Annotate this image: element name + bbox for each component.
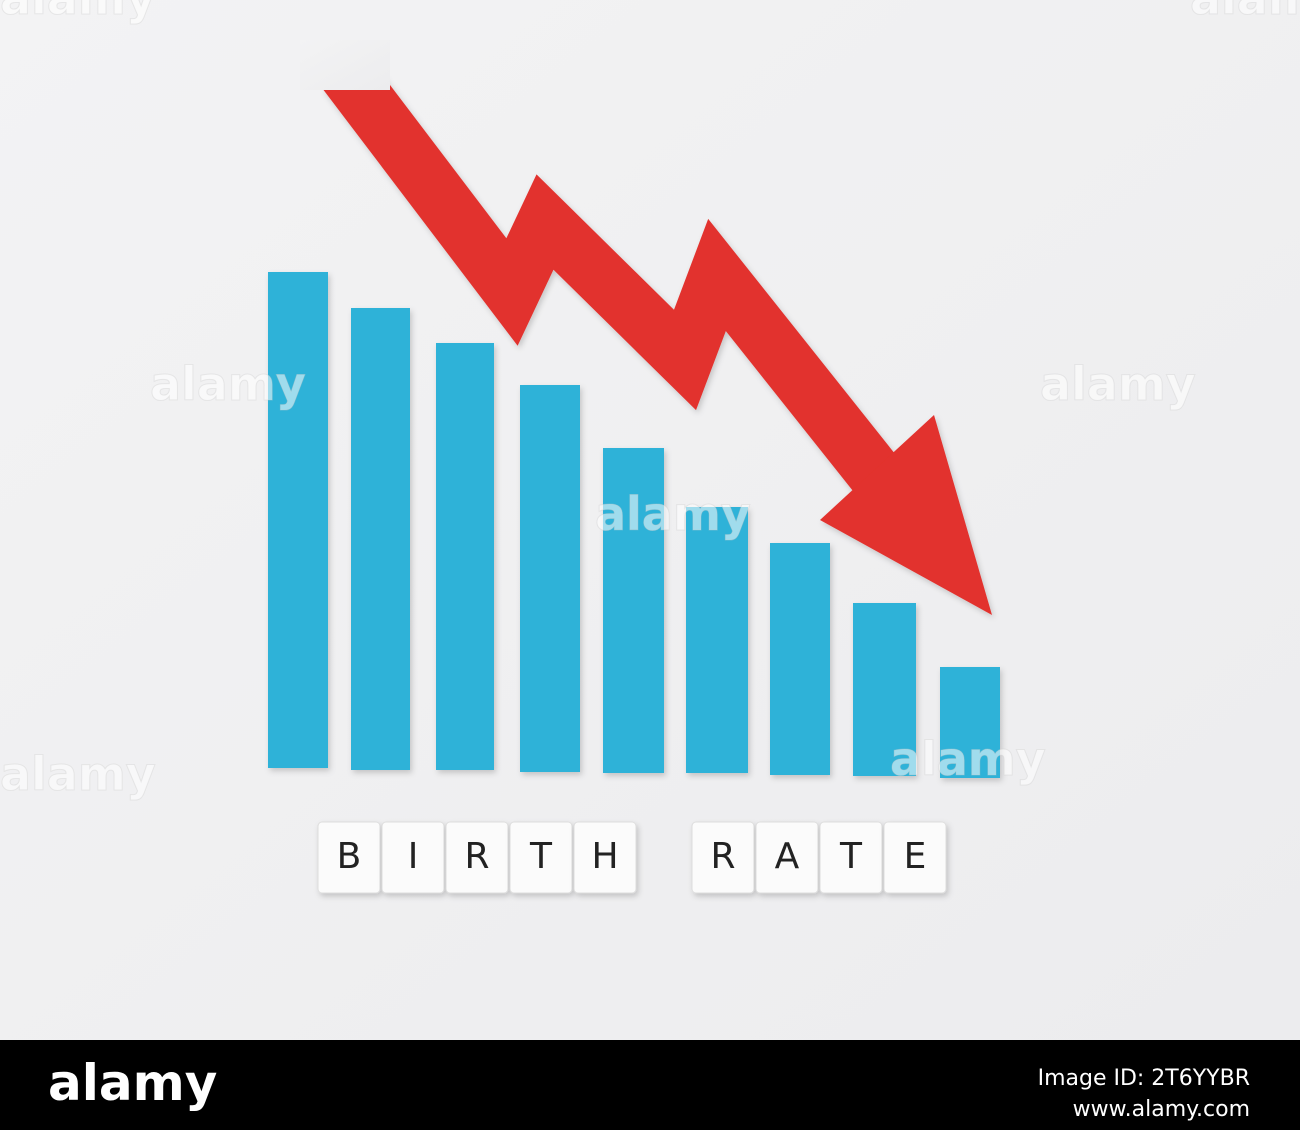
tile <box>819 821 883 894</box>
arrow-shaft <box>322 55 902 498</box>
tile-letter: R <box>464 836 489 877</box>
tile-letter: E <box>904 836 927 877</box>
tile-letter: I <box>408 836 419 877</box>
bar <box>520 385 580 772</box>
watermark: alamy <box>150 357 306 411</box>
bar <box>436 343 494 770</box>
bar <box>686 507 748 773</box>
tile <box>509 821 573 894</box>
tile-letter: R <box>710 836 735 877</box>
tile-letter: B <box>337 836 362 877</box>
tile <box>381 821 445 894</box>
footer-logo: alamy <box>48 1054 217 1112</box>
arrow-trim <box>300 40 390 90</box>
watermark: alamy <box>0 0 156 25</box>
tile <box>573 821 637 894</box>
bar <box>853 603 916 776</box>
tile <box>445 821 509 894</box>
tile <box>755 821 819 894</box>
red-arrow <box>322 55 992 615</box>
footer-url: www.alamy.com <box>1073 1097 1250 1122</box>
tile <box>317 821 381 894</box>
tile <box>883 821 947 894</box>
watermark: alamy <box>595 487 751 541</box>
bar <box>268 272 328 768</box>
footer-bar <box>0 1040 1300 1130</box>
bar <box>770 543 830 775</box>
image-id: Image ID: 2T6YYBR <box>1038 1066 1250 1091</box>
tile <box>691 821 755 894</box>
arrow-head <box>820 415 992 615</box>
bar <box>351 308 410 770</box>
watermarks: alamy alamy alamy alamy alamy alamy alam… <box>0 0 1300 802</box>
tile-letter: H <box>591 836 618 877</box>
watermark: alamy <box>890 732 1046 786</box>
tile-letter: A <box>775 836 800 877</box>
bar <box>603 448 664 773</box>
tile-letter: T <box>839 836 863 877</box>
paper-bars <box>268 272 1000 778</box>
tile-letter: T <box>529 836 553 877</box>
watermark: alamy <box>0 747 156 801</box>
watermark: alamy <box>1040 357 1196 411</box>
watermark: alamy <box>1190 0 1300 25</box>
bar <box>940 667 1000 778</box>
